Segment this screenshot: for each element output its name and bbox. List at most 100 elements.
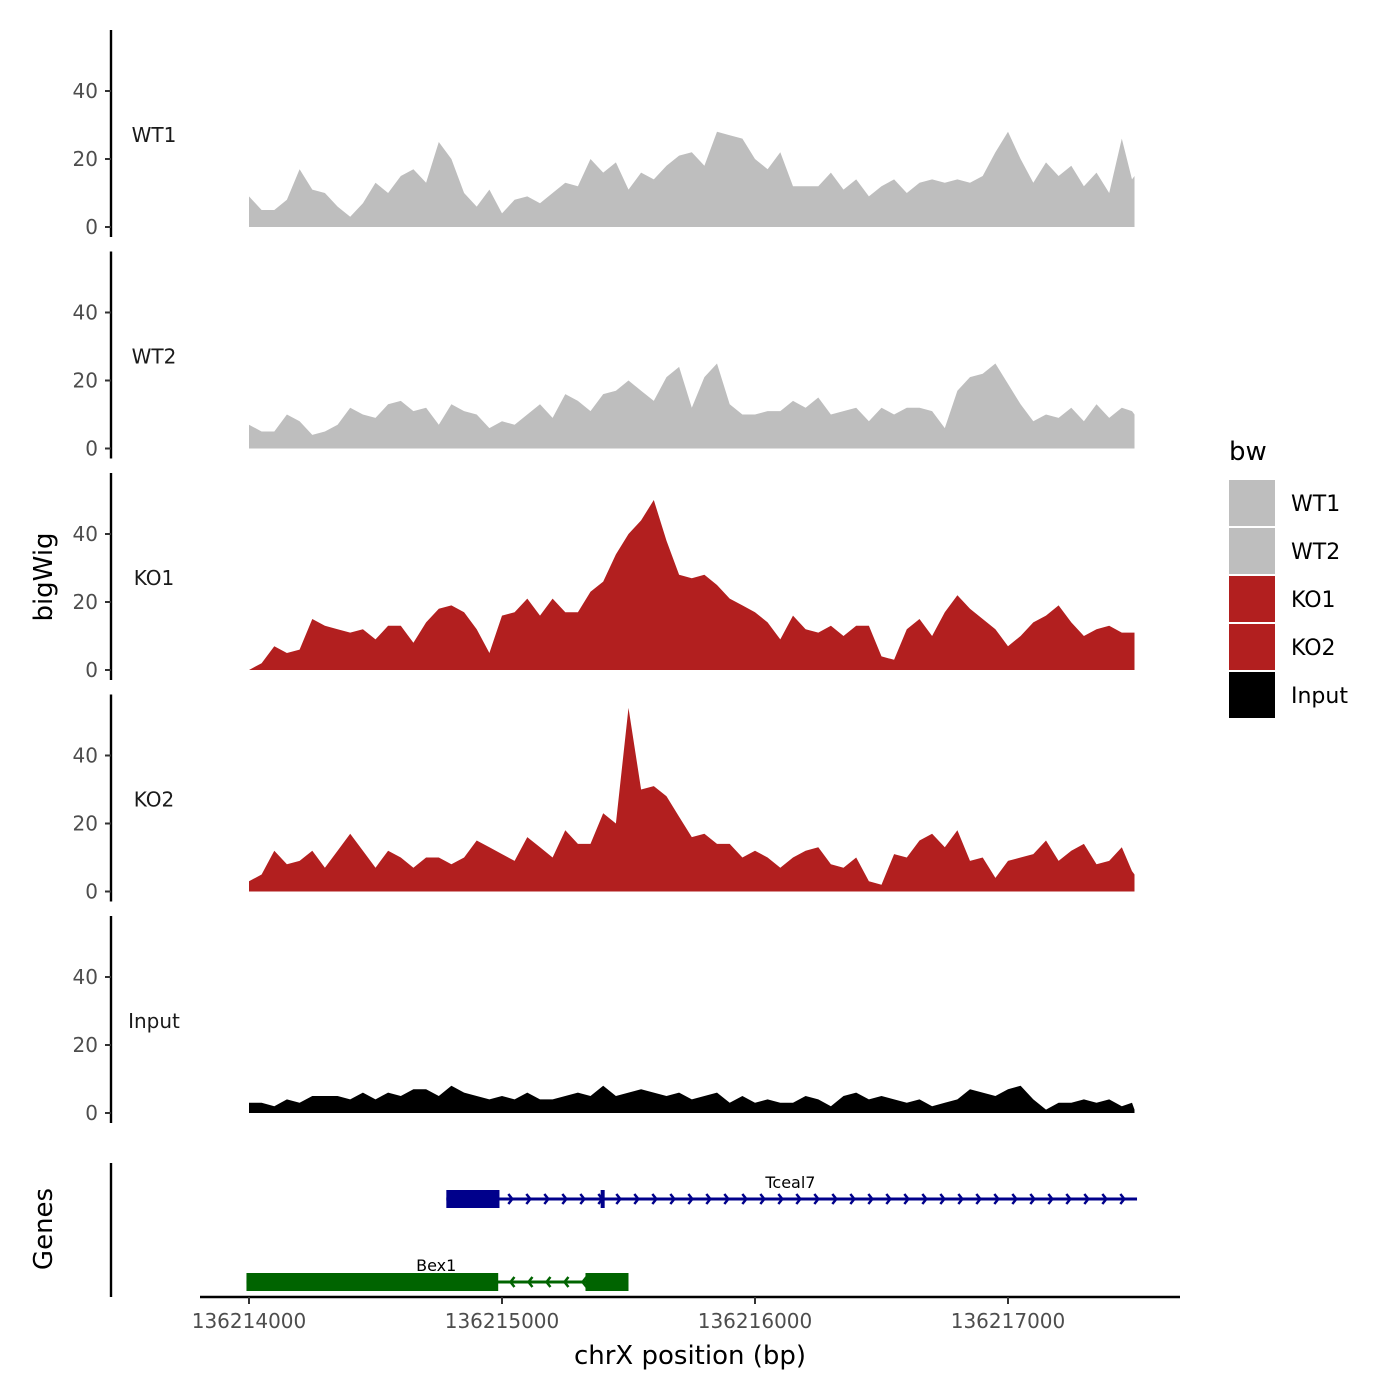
y-tick-label: 20 [73,590,98,614]
track-panel-wt1: 0 20 40 WT1 [73,30,1135,239]
strand-arrow [561,1193,568,1205]
y-tick-label: 0 [85,215,98,239]
strand-arrow [526,1276,534,1288]
legend-swatch-wt2 [1229,528,1275,574]
strand-arrow [1029,1193,1036,1205]
strand-arrow [849,1193,856,1205]
x-axis-title: chrX position (bp) [574,1341,806,1371]
strand-arrow [1119,1193,1126,1205]
strand-arrow [939,1193,946,1205]
strand-arrow [759,1193,766,1205]
strand-arrow [580,1276,588,1288]
coverage-area-wt2 [249,363,1135,449]
strand-arrow [867,1193,874,1205]
strand-arrow [705,1193,712,1205]
legend-label-wt1: WT1 [1291,492,1340,517]
strand-arrow [544,1276,552,1288]
y-tick-label: 20 [73,812,98,836]
y-tick-label: 0 [85,437,98,461]
strand-arrow [543,1193,550,1205]
y-tick-label: 40 [73,965,98,989]
track-panel-input: 0 20 40 Input [73,916,1135,1125]
strand-arrow [525,1193,532,1205]
strand-arrow [1065,1193,1072,1205]
track-panel-ko1: 0 20 40 KO1 [73,473,1135,682]
y-axis-title: bigWig [29,532,59,621]
legend-label-wt2: WT2 [1291,540,1340,565]
legend-swatch-input [1229,672,1275,718]
strand-arrow [669,1193,676,1205]
strand-arrow [651,1193,658,1205]
strand-arrow [957,1193,964,1205]
coverage-area-ko1 [249,500,1135,670]
strand-arrow [975,1193,982,1205]
track-label-ko1: KO1 [134,566,175,590]
gene-exon [246,1273,499,1291]
track-panel-ko2: 0 20 40 KO2 [73,694,1135,904]
x-axis-ticks: 136214000 136215000 136216000 136217000 [192,1297,1066,1333]
coverage-area-wt1 [249,131,1135,227]
strand-arrow [993,1193,1000,1205]
track-label-wt2: WT2 [132,345,177,369]
strand-arrow [633,1193,640,1205]
legend-swatch-ko2 [1229,624,1275,670]
strand-arrow [687,1193,694,1205]
x-tick-label: 136215000 [445,1309,560,1333]
y-tick-label: 0 [85,658,98,682]
y-tick-label: 0 [85,880,98,904]
strand-arrow [777,1193,784,1205]
y-tick-label: 40 [73,744,98,768]
gene-exon [446,1190,500,1208]
gene-tceal7: Tceal7 [446,1173,1138,1208]
track-label-input: Input [128,1009,180,1033]
legend-label-ko2: KO2 [1291,636,1336,661]
gene-bex1: Bex1 [246,1256,629,1291]
strand-arrow [1047,1193,1054,1205]
y-tick-label: 40 [73,301,98,325]
strand-arrow [1101,1193,1108,1205]
coverage-area-ko2 [249,707,1135,892]
strand-arrow [903,1193,910,1205]
strand-arrow [795,1193,802,1205]
legend-title: bw [1229,437,1267,467]
coverage-area-input [249,1085,1135,1113]
strand-arrow [579,1193,586,1205]
track-panel-wt2: 0 20 40 WT2 [73,251,1135,461]
y-tick-label: 0 [85,1101,98,1125]
coverage-tracks: 0 20 40 WT1 0 20 40 WT2 0 20 40 KO1 0 20 40 KO2 0 20 40 Inp… [73,30,1135,1125]
legend-label-ko1: KO1 [1291,588,1336,613]
y-tick-label: 20 [73,147,98,171]
gene-label: Tceal7 [764,1173,815,1192]
legend: bw WT1 WT2 KO1 KO2 Input [1229,437,1348,718]
strand-arrow [507,1193,514,1205]
track-label-wt1: WT1 [132,123,177,147]
genes-axis-title: Genes [29,1188,59,1270]
y-tick-label: 20 [73,369,98,393]
x-tick-label: 136214000 [192,1309,307,1333]
strand-arrow [921,1193,928,1205]
x-tick-label: 136217000 [951,1309,1066,1333]
strand-arrow [1083,1193,1090,1205]
strand-arrow [508,1276,516,1288]
strand-arrow [831,1193,838,1205]
legend-label-input: Input [1291,684,1348,709]
track-label-ko2: KO2 [134,788,175,812]
gene-exon [585,1273,629,1291]
y-tick-label: 40 [73,522,98,546]
gene-exon [600,1190,605,1208]
strand-arrow [741,1193,748,1205]
strand-arrow [1011,1193,1018,1205]
strand-arrow [615,1193,622,1205]
strand-arrow [723,1193,730,1205]
y-tick-label: 20 [73,1033,98,1057]
legend-swatch-ko1 [1229,576,1275,622]
legend-swatch-wt1 [1229,480,1275,526]
gene-label: Bex1 [416,1256,456,1275]
strand-arrow [562,1276,570,1288]
strand-arrow [885,1193,892,1205]
strand-arrow [813,1193,820,1205]
y-tick-label: 40 [73,79,98,103]
gene-annotations: Tceal7 Bex1 [246,1173,1138,1291]
x-tick-label: 136216000 [698,1309,813,1333]
